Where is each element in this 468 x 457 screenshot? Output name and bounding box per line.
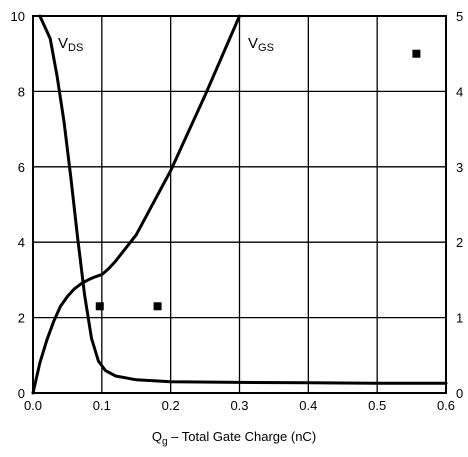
x-tick-label: 0.4 — [299, 398, 317, 413]
y-left-tick-label: 6 — [18, 160, 25, 175]
curve-label-main: V — [248, 35, 258, 52]
square-marker — [153, 302, 162, 311]
x-tick-label: 0.3 — [230, 398, 248, 413]
x-tick-label: 0.6 — [437, 398, 455, 413]
curve-label-vds: VDS — [58, 35, 83, 54]
y-right-tick-label: 3 — [456, 160, 463, 175]
x-tick-label: 0.0 — [24, 398, 42, 413]
y-right-tick-label: 5 — [456, 9, 463, 24]
y-right-tick-labels: 0 1 2 3 4 5 — [456, 9, 463, 401]
markers — [95, 49, 421, 311]
y-right-tick-label: 4 — [456, 84, 463, 99]
y-right-tick-label: 1 — [456, 311, 463, 326]
x-tick-label: 0.1 — [93, 398, 111, 413]
x-axis-label-sub: g — [161, 436, 168, 448]
y-left-tick-label: 10 — [11, 9, 25, 24]
x-axis-label-rest: – Total Gate Charge (nC) — [167, 429, 317, 444]
x-tick-label: 0.5 — [368, 398, 386, 413]
y-left-tick-label: 2 — [18, 311, 25, 326]
curve-vds — [38, 14, 448, 385]
x-axis-label-prefix: Q — [151, 429, 162, 444]
square-marker — [95, 302, 104, 311]
curves — [31, 14, 448, 395]
grid-lines — [33, 16, 446, 393]
curve-labels: VDS VGS — [58, 35, 274, 54]
y-right-tick-label: 2 — [456, 235, 463, 250]
x-tick-label: 0.2 — [162, 398, 180, 413]
square-marker — [412, 49, 421, 58]
y-left-tick-label: 4 — [18, 235, 25, 250]
y-left-tick-label: 0 — [18, 386, 25, 401]
curve-label-vgs: VGS — [248, 35, 274, 54]
curve-vgs — [31, 14, 241, 395]
y-right-tick-label: 0 — [456, 386, 463, 401]
y-left-tick-label: 8 — [18, 84, 25, 99]
x-tick-labels: 0.0 0.1 0.2 0.3 0.4 0.5 0.6 — [24, 398, 455, 413]
x-axis-label: Qg – Total Gate Charge (nC) — [0, 429, 468, 448]
curve-label-sub: GS — [258, 42, 274, 54]
curve-label-sub: DS — [68, 42, 83, 54]
y-left-tick-labels: 0 2 4 6 8 10 — [11, 9, 25, 401]
curve-label-main: V — [58, 35, 68, 52]
